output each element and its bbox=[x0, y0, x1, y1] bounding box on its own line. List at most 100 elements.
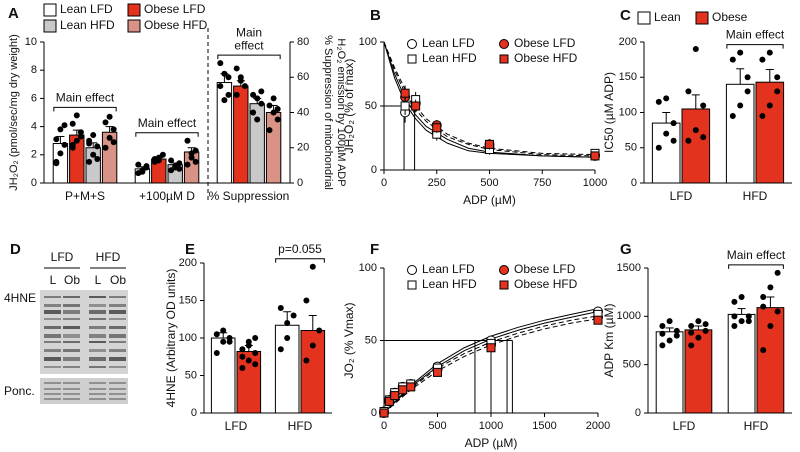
data-point bbox=[309, 263, 316, 270]
y-tick-label: 4 bbox=[31, 121, 37, 133]
y-tick-label: 1000 bbox=[617, 310, 641, 322]
data-point bbox=[666, 337, 673, 344]
data-point bbox=[766, 102, 773, 109]
band bbox=[109, 366, 126, 368]
legend-label: Lean HFD bbox=[422, 51, 477, 65]
band bbox=[63, 334, 80, 338]
y-tick-label: 50 bbox=[625, 142, 637, 154]
data-point bbox=[663, 95, 670, 102]
legend-swatch bbox=[695, 11, 709, 25]
band bbox=[89, 296, 106, 298]
panel-letter: E bbox=[185, 241, 195, 258]
annotation: p=0.055 bbox=[278, 242, 322, 256]
blot-lane: L bbox=[95, 273, 102, 287]
data-point bbox=[670, 137, 677, 144]
data-point bbox=[309, 342, 316, 349]
data-point bbox=[673, 332, 680, 339]
x-tick-label: 250 bbox=[428, 177, 446, 189]
band bbox=[89, 304, 106, 307]
marker bbox=[407, 265, 417, 275]
data-point bbox=[225, 91, 232, 98]
band bbox=[63, 310, 80, 314]
band bbox=[89, 349, 106, 352]
band bbox=[89, 326, 106, 329]
data-point bbox=[744, 74, 751, 81]
y-tick-label: 10 bbox=[25, 36, 37, 48]
data-point bbox=[688, 329, 695, 336]
panel-letter: D bbox=[10, 241, 21, 258]
data-point bbox=[685, 137, 692, 144]
legend-swatch bbox=[127, 3, 141, 17]
blot-row-label: 4HNE bbox=[4, 291, 36, 305]
data-point bbox=[659, 342, 666, 349]
band bbox=[109, 388, 126, 390]
data-point bbox=[225, 74, 232, 81]
x-tick-label: LFD bbox=[225, 419, 248, 433]
data-point bbox=[655, 144, 662, 151]
data-point bbox=[759, 113, 766, 120]
y-tick-label: 80 bbox=[297, 36, 309, 48]
marker bbox=[432, 123, 442, 133]
band bbox=[44, 382, 61, 384]
data-point bbox=[252, 350, 259, 356]
y2-axis-label: H₂O₂ emission by 100µM ADP bbox=[335, 38, 347, 186]
x-tick-label: HFD bbox=[743, 189, 768, 203]
annotation: Main effect bbox=[727, 248, 786, 262]
panel-letter: F bbox=[370, 241, 379, 258]
band bbox=[109, 296, 126, 298]
data-point bbox=[266, 127, 273, 134]
legend-swatch bbox=[43, 19, 57, 33]
data-point bbox=[239, 353, 246, 360]
data-point bbox=[245, 342, 252, 349]
data-point bbox=[252, 361, 259, 368]
band bbox=[109, 393, 126, 395]
data-point bbox=[659, 323, 666, 329]
band bbox=[109, 357, 126, 361]
band bbox=[89, 341, 106, 343]
data-point bbox=[284, 320, 291, 326]
data-point bbox=[239, 365, 246, 371]
panel-letter: C bbox=[620, 7, 631, 24]
marker bbox=[407, 280, 417, 290]
band bbox=[89, 393, 106, 395]
band bbox=[63, 318, 80, 320]
data-point bbox=[86, 158, 93, 165]
legend-label: Obese HFD bbox=[514, 277, 578, 291]
annotation-bracket bbox=[726, 44, 784, 49]
data-point bbox=[738, 294, 745, 300]
x-tick-label: 1500 bbox=[532, 420, 556, 432]
y-tick-label: 0 bbox=[297, 177, 303, 189]
blot-lane: Ob bbox=[110, 273, 126, 287]
data-point bbox=[106, 134, 113, 141]
data-point bbox=[659, 330, 666, 337]
band bbox=[109, 334, 126, 338]
data-point bbox=[688, 342, 695, 349]
y-tick-label: 1500 bbox=[617, 262, 641, 274]
data-point bbox=[233, 91, 240, 98]
marker bbox=[486, 343, 496, 353]
band bbox=[109, 304, 126, 307]
data-point bbox=[69, 120, 76, 127]
band bbox=[44, 318, 61, 320]
data-point bbox=[277, 346, 284, 353]
data-point bbox=[277, 305, 284, 311]
marker bbox=[590, 151, 600, 161]
y-tick-label: 100 bbox=[359, 36, 377, 48]
data-point bbox=[745, 318, 752, 325]
band bbox=[63, 393, 80, 395]
data-point bbox=[250, 109, 257, 116]
annotation-bracket bbox=[275, 258, 325, 263]
data-point bbox=[184, 137, 191, 144]
data-point bbox=[767, 323, 774, 329]
data-point bbox=[692, 46, 699, 53]
marker bbox=[411, 101, 421, 111]
legend-label: Lean LFD bbox=[422, 262, 475, 276]
data-point bbox=[102, 119, 109, 126]
data-point bbox=[139, 168, 146, 175]
data-point bbox=[695, 318, 702, 325]
data-point bbox=[290, 312, 297, 319]
data-point bbox=[692, 127, 699, 134]
x-tick-label: HFD bbox=[288, 419, 313, 433]
data-point bbox=[767, 284, 774, 291]
